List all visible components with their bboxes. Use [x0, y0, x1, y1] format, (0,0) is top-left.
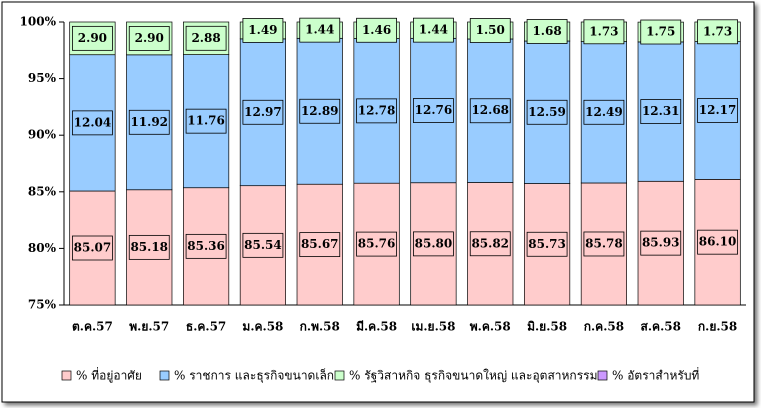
data-label: 85.82: [471, 236, 509, 250]
data-label-box: [72, 110, 113, 136]
data-label-box: [72, 235, 113, 261]
data-label: 86.10: [699, 235, 737, 249]
x-tick-label: ก.ค.58: [584, 320, 624, 334]
data-label-box: [242, 18, 284, 43]
data-label: 1.44: [305, 23, 334, 37]
data-label-box: [242, 232, 284, 258]
x-tick-label: ส.ค.58: [641, 320, 681, 334]
legend-label: % อัตราสำหรับที่: [612, 367, 699, 383]
data-label: 85.78: [585, 236, 623, 250]
x-tick-label: พ.ค.58: [470, 320, 511, 334]
data-label-box: [299, 17, 341, 43]
data-label: 2.90: [78, 31, 107, 45]
data-label: 85.80: [415, 236, 453, 250]
data-label: 1.44: [419, 23, 448, 37]
data-label: 1.73: [703, 24, 732, 38]
data-label: 85.36: [187, 239, 225, 253]
data-label-box: [697, 98, 738, 123]
data-label-box: [526, 99, 568, 125]
data-label: 2.90: [135, 31, 164, 45]
data-label: 12.59: [528, 105, 566, 119]
y-tick-label: 80%: [28, 241, 57, 255]
data-label-box: [469, 98, 511, 124]
data-label: 12.04: [74, 115, 112, 129]
data-label-box: [413, 17, 454, 43]
data-label-box: [697, 19, 738, 45]
legend-swatch: [597, 370, 608, 381]
x-tick-label: ก.ย.58: [698, 320, 737, 334]
data-label-box: [526, 231, 568, 257]
data-label-box: [299, 98, 341, 124]
data-label-box: [413, 231, 454, 257]
data-label-box: [128, 26, 170, 51]
x-tick-label: พ.ย.57: [129, 320, 169, 334]
y-tick-label: 75%: [28, 298, 57, 312]
data-label: 11.92: [130, 115, 168, 129]
data-label-box: [640, 99, 682, 124]
x-tick-label: ก.พ.58: [300, 320, 340, 334]
data-label-box: [128, 109, 170, 135]
legend-swatch: [334, 370, 345, 381]
data-label-box: [640, 230, 682, 256]
data-label-box: [583, 19, 625, 45]
data-label-box: [242, 99, 284, 125]
y-tick-label: 90%: [28, 128, 57, 142]
data-label-box: [356, 98, 397, 124]
x-tick-label: ต.ค.57: [72, 320, 113, 334]
data-label: 12.76: [415, 103, 453, 117]
data-label-box: [697, 229, 738, 255]
data-label: 85.54: [244, 238, 282, 252]
y-tick-label: 100%: [20, 15, 57, 29]
data-label: 85.76: [358, 237, 396, 251]
data-label-box: [299, 232, 341, 258]
data-label-box: [583, 99, 625, 125]
data-label: 12.49: [585, 105, 623, 119]
data-label: 85.67: [301, 237, 339, 251]
y-tick-label: 95%: [28, 71, 57, 85]
data-label: 1.46: [362, 23, 391, 37]
legend-label: % ราชการ และธุรกิจขนาดเล็ก: [174, 368, 334, 384]
x-tick-label: ธ.ค.57: [186, 320, 226, 334]
data-label: 1.75: [646, 25, 675, 39]
data-label-box: [583, 231, 625, 257]
x-tick-label: มิ.ย.58: [527, 320, 567, 334]
data-label-box: [526, 19, 568, 44]
legend-label: % ที่อยู่อาศัย: [76, 367, 142, 384]
data-label-box: [128, 234, 170, 260]
data-label: 85.73: [528, 237, 566, 251]
data-label-box: [469, 231, 511, 257]
data-label-box: [185, 108, 227, 134]
data-label-box: [185, 233, 227, 259]
data-label-box: [413, 98, 454, 123]
y-tick-label: 85%: [28, 184, 57, 198]
legend-label: % รัฐวิสาหกิจ ธุรกิจขนาดใหญ่ และอุตสาหกร…: [349, 369, 598, 384]
data-label: 2.88: [191, 31, 220, 45]
data-label: 12.89: [301, 104, 339, 118]
data-label: 12.17: [699, 103, 737, 117]
data-label: 1.50: [476, 23, 505, 37]
data-label-box: [72, 25, 113, 51]
data-label-box: [640, 19, 682, 45]
legend-swatch: [159, 370, 170, 381]
data-label: 85.93: [642, 236, 680, 250]
data-label-box: [469, 18, 511, 43]
data-label: 1.68: [532, 24, 561, 38]
data-label: 12.31: [642, 104, 680, 118]
data-label: 1.49: [248, 23, 277, 37]
data-label-box: [185, 25, 227, 51]
data-label-box: [356, 231, 397, 257]
data-label-box: [356, 17, 397, 43]
data-label: 12.68: [471, 103, 509, 117]
x-tick-label: เม.ย.58: [411, 320, 455, 334]
data-label: 12.78: [358, 103, 396, 117]
data-label: 12.97: [244, 105, 282, 119]
legend-swatch: [61, 370, 72, 381]
data-label: 11.76: [187, 114, 225, 128]
data-label: 85.18: [130, 240, 168, 254]
data-label: 85.07: [74, 241, 112, 255]
x-tick-label: มี.ค.58: [356, 320, 397, 334]
data-label: 1.73: [589, 24, 618, 38]
x-tick-label: ม.ค.58: [242, 320, 283, 334]
